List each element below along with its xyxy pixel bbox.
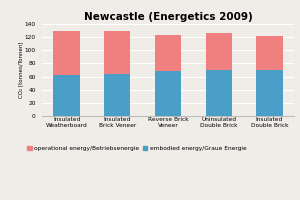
Bar — [256, 36, 283, 70]
Bar — [104, 31, 130, 74]
Legend: operational energy/Betriebsenergie, embodied energy/Graue Energie: operational energy/Betriebsenergie, embo… — [25, 144, 249, 154]
Bar — [104, 74, 130, 116]
Bar — [155, 71, 181, 116]
Bar — [53, 31, 80, 75]
Bar — [206, 70, 232, 116]
Y-axis label: CO₂ [tonnes/Tonnen]: CO₂ [tonnes/Tonnen] — [18, 42, 23, 98]
Bar — [206, 33, 232, 70]
Bar — [53, 75, 80, 116]
Bar — [155, 35, 181, 71]
Title: Newcastle (Energetics 2009): Newcastle (Energetics 2009) — [84, 12, 252, 22]
Bar — [256, 70, 283, 116]
